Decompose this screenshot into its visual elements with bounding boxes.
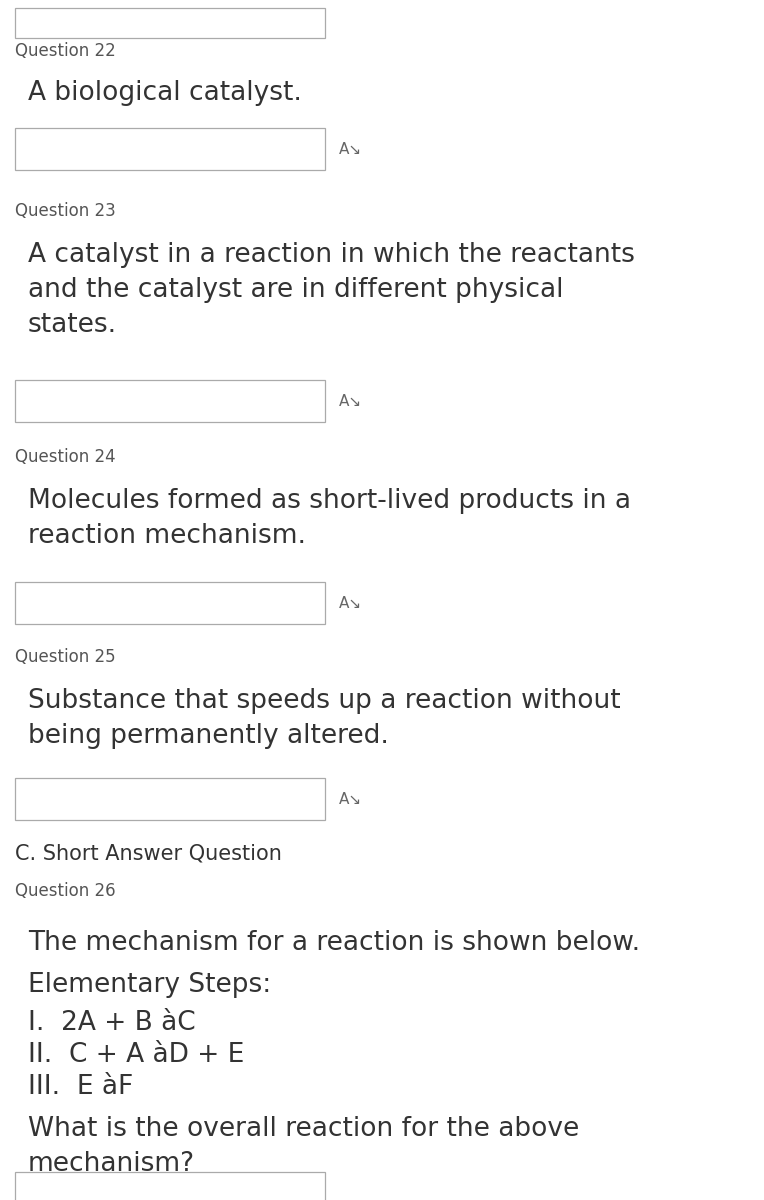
Text: Molecules formed as short-lived products in a
reaction mechanism.: Molecules formed as short-lived products… bbox=[28, 488, 631, 550]
Text: Elementary Steps:: Elementary Steps: bbox=[28, 972, 271, 998]
Text: A biological catalyst.: A biological catalyst. bbox=[28, 80, 302, 106]
Bar bbox=[15, 582, 325, 624]
Bar bbox=[15, 380, 325, 422]
Text: Question 24: Question 24 bbox=[15, 448, 115, 466]
Text: I.  2A + B àC: I. 2A + B àC bbox=[28, 1010, 196, 1036]
Bar bbox=[15, 8, 325, 38]
Text: C. Short Answer Question: C. Short Answer Question bbox=[15, 844, 282, 864]
Bar bbox=[15, 778, 325, 820]
Text: Question 22: Question 22 bbox=[15, 42, 116, 60]
Text: A↘: A↘ bbox=[339, 142, 362, 156]
Text: A↘: A↘ bbox=[339, 394, 362, 408]
Text: The mechanism for a reaction is shown below.: The mechanism for a reaction is shown be… bbox=[28, 930, 640, 956]
Text: II.  C + A àD + E: II. C + A àD + E bbox=[28, 1042, 244, 1068]
Text: A↘: A↘ bbox=[339, 792, 362, 806]
Text: Question 25: Question 25 bbox=[15, 648, 115, 666]
Text: A↘: A↘ bbox=[339, 595, 362, 611]
Bar bbox=[15, 1172, 325, 1200]
Text: Substance that speeds up a reaction without
being permanently altered.: Substance that speeds up a reaction with… bbox=[28, 688, 620, 749]
Text: Question 26: Question 26 bbox=[15, 882, 115, 900]
Text: III.  E àF: III. E àF bbox=[28, 1074, 133, 1100]
Bar bbox=[15, 128, 325, 170]
Text: A catalyst in a reaction in which the reactants
and the catalyst are in differen: A catalyst in a reaction in which the re… bbox=[28, 242, 635, 338]
Text: What is the overall reaction for the above
mechanism?: What is the overall reaction for the abo… bbox=[28, 1116, 579, 1177]
Text: Question 23: Question 23 bbox=[15, 202, 116, 220]
